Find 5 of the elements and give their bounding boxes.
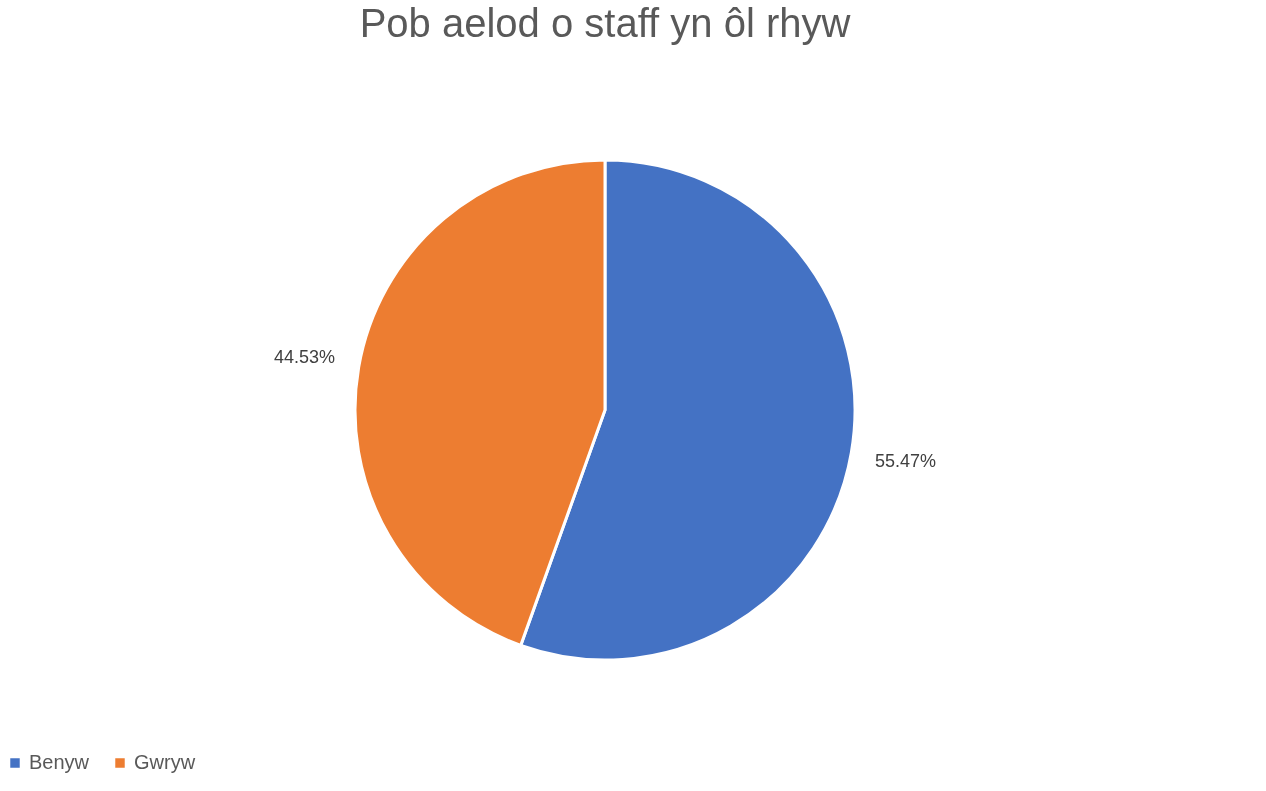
chart-title: Pob aelod o staff yn ôl rhyw bbox=[359, 1, 851, 45]
data-label: 44.53% bbox=[273, 346, 336, 367]
data-label: 55.47% bbox=[874, 451, 937, 472]
legend-label: Gwryw bbox=[134, 751, 196, 773]
legend-label: Benyw bbox=[29, 751, 90, 773]
